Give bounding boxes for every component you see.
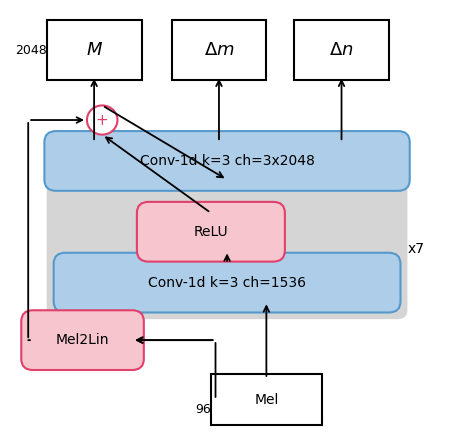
Text: x7: x7 (408, 242, 424, 256)
Text: 2048: 2048 (15, 44, 47, 57)
FancyBboxPatch shape (294, 21, 389, 80)
Circle shape (87, 105, 117, 135)
Text: $\Delta n$: $\Delta n$ (329, 41, 354, 59)
FancyBboxPatch shape (54, 253, 401, 313)
FancyBboxPatch shape (211, 375, 322, 425)
Text: Mel: Mel (254, 393, 278, 407)
FancyBboxPatch shape (47, 21, 141, 80)
Text: +: + (96, 112, 109, 128)
FancyBboxPatch shape (21, 310, 144, 370)
Text: $\Delta m$: $\Delta m$ (204, 41, 234, 59)
FancyBboxPatch shape (172, 21, 266, 80)
FancyBboxPatch shape (47, 180, 408, 319)
FancyBboxPatch shape (44, 131, 410, 191)
FancyBboxPatch shape (137, 202, 285, 262)
Text: 96: 96 (195, 404, 211, 417)
Text: Mel2Lin: Mel2Lin (56, 333, 110, 347)
Text: $M$: $M$ (86, 41, 102, 59)
Text: Conv-1d k=3 ch=1536: Conv-1d k=3 ch=1536 (148, 276, 306, 289)
Text: ReLU: ReLU (194, 225, 228, 239)
Text: Conv-1d k=3 ch=3x2048: Conv-1d k=3 ch=3x2048 (139, 154, 314, 168)
